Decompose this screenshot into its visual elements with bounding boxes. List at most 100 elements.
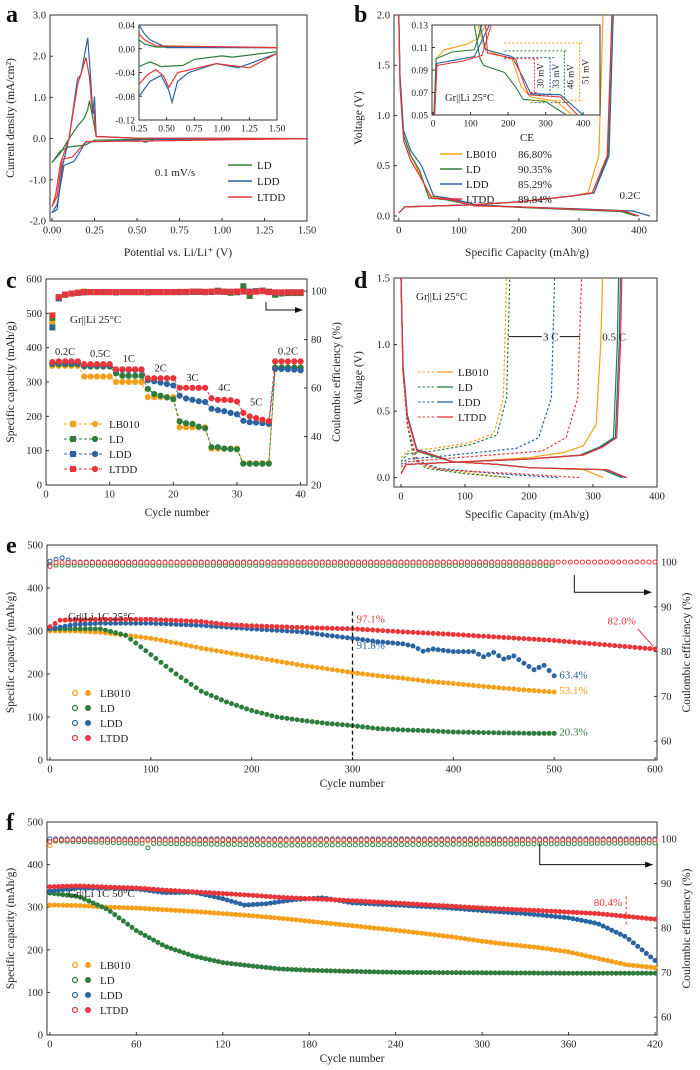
ce-point	[306, 842, 312, 848]
y-tick-label: -2.0	[29, 217, 46, 228]
y2-tick-label: 40	[311, 432, 322, 443]
inset-curve-ltdd	[139, 33, 277, 49]
capacity-point	[81, 373, 88, 380]
capacity-point	[133, 620, 139, 626]
capacity-point	[47, 624, 53, 630]
capacity-point	[360, 671, 366, 677]
capacity-point	[427, 931, 433, 937]
capacity-point	[350, 635, 356, 641]
capacity-point	[604, 912, 610, 918]
ce-point	[93, 837, 99, 843]
ce-point	[393, 837, 399, 843]
capacity-point	[176, 424, 183, 431]
capacity-point	[246, 892, 252, 898]
capacity-point	[193, 622, 199, 628]
y-tick-label: 0	[37, 481, 42, 492]
capacity-point	[360, 637, 366, 643]
ce-point	[235, 559, 241, 565]
x-tick-label: 1.25	[255, 226, 273, 237]
ce-point	[120, 559, 126, 565]
capacity-point	[285, 895, 291, 901]
capacity-point	[185, 951, 191, 957]
capacity-point	[215, 910, 221, 916]
capacity-point	[132, 372, 139, 379]
capacity-point	[213, 695, 219, 701]
capacity-point	[635, 914, 641, 920]
capacity-point	[423, 931, 429, 937]
capacity-point	[146, 886, 152, 892]
capacity-point	[298, 917, 304, 923]
capacity-point	[531, 667, 537, 673]
ce-point	[640, 559, 646, 565]
y-tick-label: 0.04	[118, 22, 135, 32]
ce-point	[375, 842, 381, 848]
x-axis-label: Potential vs. Li/Li⁺ (V)	[124, 247, 232, 259]
ce-point	[514, 841, 520, 847]
capacity-point	[613, 912, 619, 918]
legend-filled-circle	[85, 1007, 91, 1013]
capacity-point	[405, 642, 411, 648]
capacity-point	[470, 683, 476, 689]
rate-label: 4C	[218, 383, 230, 394]
ce-point	[610, 559, 616, 565]
capacity-point	[506, 635, 512, 641]
capacity-point	[332, 921, 338, 927]
capacity-point	[643, 970, 649, 976]
capacity-point	[613, 970, 619, 976]
capacity-point	[332, 968, 338, 974]
ce-point	[329, 842, 335, 848]
ce-point	[254, 842, 260, 848]
capacity-point	[90, 884, 96, 890]
ce-point	[323, 842, 329, 848]
panel-e: 0 100 200 300 400 500 600010020030040050060708…	[5, 541, 693, 791]
capacity-point	[125, 885, 131, 891]
ce-point	[226, 841, 232, 847]
capacity-point	[241, 912, 247, 918]
capacity-point	[233, 900, 239, 906]
capacity-point	[501, 685, 507, 691]
capacity-point	[579, 970, 585, 976]
ce-point	[381, 837, 387, 843]
ce-point	[202, 837, 208, 843]
legend-label: LB010	[100, 688, 131, 700]
capacity-point	[609, 959, 615, 965]
capacity-point	[112, 904, 118, 910]
ce-point	[301, 559, 307, 565]
legend-circle	[91, 435, 99, 443]
capacity-point	[202, 398, 209, 406]
capacity-point	[546, 637, 552, 643]
capacity-point	[613, 959, 619, 965]
x-axis-label: Cycle number	[145, 507, 210, 519]
capacity-point	[193, 644, 199, 650]
capacity-point	[90, 900, 96, 906]
ce-point	[59, 559, 65, 565]
capacity-point	[626, 962, 632, 968]
capacity-point	[246, 413, 253, 420]
capacity-point	[144, 375, 151, 382]
capacity-point	[486, 730, 492, 736]
capacity-point	[102, 620, 108, 626]
capacity-point	[556, 638, 562, 644]
capacity-point	[365, 627, 371, 633]
capacity-point	[339, 668, 345, 674]
capacity-point	[604, 958, 610, 964]
y2-tick-label: 100	[661, 558, 677, 569]
ce-point	[479, 837, 485, 843]
capacity-point	[501, 906, 507, 912]
ce-point	[220, 837, 226, 843]
x-tick-label: 60	[131, 1040, 142, 1051]
capacity-point	[501, 730, 507, 736]
ce-point	[185, 837, 191, 843]
capacity-point	[518, 970, 524, 976]
capacity-point	[168, 667, 174, 673]
ce-point	[138, 289, 145, 296]
capacity-point	[164, 944, 170, 950]
capacity-point	[410, 901, 416, 907]
capacity-point	[198, 889, 204, 895]
y-tick-label: -0.04	[115, 69, 135, 79]
ce-point	[289, 559, 295, 565]
capacity-point	[244, 623, 250, 629]
legend-label: LD	[466, 164, 481, 176]
capacity-point	[155, 887, 161, 893]
ce-point	[283, 837, 289, 843]
